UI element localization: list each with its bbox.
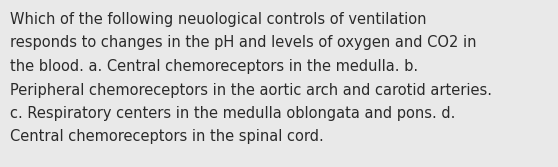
Text: Which of the following neuological controls of ventilation: Which of the following neuological contr… [10, 12, 426, 27]
Text: responds to changes in the pH and levels of oxygen and CO2 in: responds to changes in the pH and levels… [10, 36, 477, 50]
Text: c. Respiratory centers in the medulla oblongata and pons. d.: c. Respiratory centers in the medulla ob… [10, 106, 455, 121]
Text: Peripheral chemoreceptors in the aortic arch and carotid arteries.: Peripheral chemoreceptors in the aortic … [10, 82, 492, 98]
Text: Central chemoreceptors in the spinal cord.: Central chemoreceptors in the spinal cor… [10, 129, 324, 144]
Text: the blood. a. Central chemoreceptors in the medulla. b.: the blood. a. Central chemoreceptors in … [10, 59, 418, 74]
